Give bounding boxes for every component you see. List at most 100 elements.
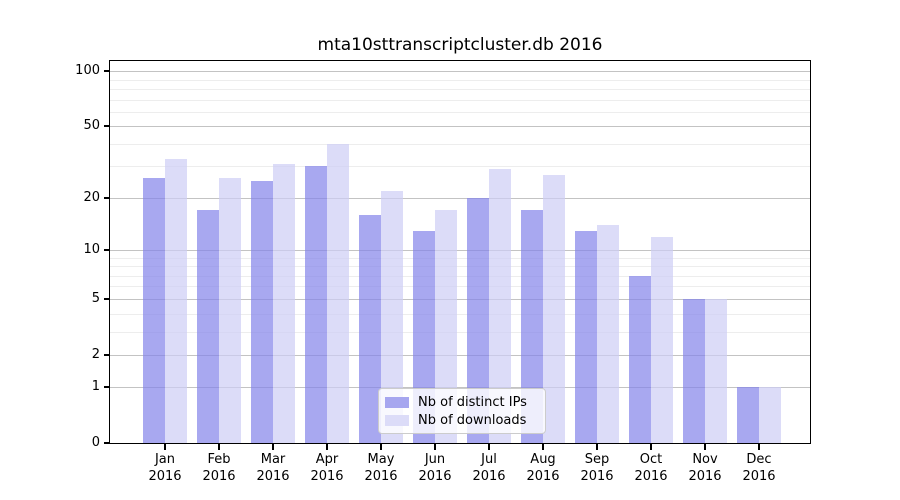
x-tick: [434, 444, 436, 450]
legend: Nb of distinct IPs Nb of downloads: [378, 388, 546, 434]
y-tick-label: 0: [91, 435, 100, 451]
gridline-major: [110, 298, 810, 300]
x-tick-month: Dec: [746, 452, 772, 467]
gridline-minor: [110, 331, 810, 333]
chart-title: mta10sttranscriptcluster.db 2016: [317, 35, 603, 55]
bar-downloads-aug: [543, 174, 565, 443]
bar-downloads-feb: [219, 177, 241, 443]
x-tick-month: Nov: [692, 452, 718, 467]
x-tick-label: Mar 2016: [241, 451, 305, 485]
x-tick-month: Jun: [424, 452, 446, 467]
bar-downloads-oct: [651, 236, 673, 443]
bar-downloads-dec: [759, 387, 781, 443]
x-tick: [164, 444, 166, 450]
y-tick-label: 20: [83, 189, 100, 205]
bar-downloads-apr: [327, 143, 349, 443]
legend-swatch-distinct-ips: [385, 396, 409, 408]
y-tick-label: 100: [75, 63, 100, 79]
x-tick-month: Mar: [260, 452, 286, 467]
x-tick-month: Oct: [639, 452, 663, 467]
x-tick: [758, 444, 760, 450]
y-tick: [104, 196, 110, 199]
gridline-major: [110, 387, 810, 389]
x-tick-label: Jun 2016: [403, 451, 467, 485]
gridline-minor: [110, 275, 810, 277]
gridline-major: [110, 354, 810, 356]
y-tick: [104, 125, 110, 128]
y-tick: [104, 297, 110, 300]
bar-distinct-ips-mar: [251, 180, 273, 443]
x-tick-label: Apr 2016: [295, 451, 359, 485]
bar-distinct-ips-jul: [467, 197, 489, 443]
x-tick-month: Apr: [315, 452, 339, 467]
gridline-major: [110, 126, 810, 128]
x-tick-year: 2016: [742, 469, 776, 484]
bar-distinct-ips-sep: [575, 230, 597, 443]
x-tick-label: Jan 2016: [133, 451, 197, 485]
bar-distinct-ips-oct: [629, 275, 651, 443]
gridline-minor: [110, 111, 810, 113]
x-tick-month: Feb: [207, 452, 231, 467]
gridline-minor: [110, 266, 810, 268]
x-tick-month: May: [367, 452, 395, 467]
y-tick-label: 2: [91, 346, 100, 362]
plot-area: [109, 60, 811, 444]
gridline-minor: [110, 166, 810, 168]
bar-distinct-ips-apr: [305, 166, 327, 443]
x-tick: [272, 444, 274, 450]
bar-downloads-may: [381, 190, 403, 443]
x-tick-year: 2016: [472, 469, 506, 484]
x-tick-label: May 2016: [349, 451, 413, 485]
legend-row-distinct-ips: Nb of distinct IPs: [385, 395, 539, 410]
x-tick-year: 2016: [418, 469, 452, 484]
x-tick-label: Oct 2016: [619, 451, 683, 485]
legend-label-downloads: Nb of downloads: [418, 412, 527, 428]
bar-distinct-ips-feb: [197, 210, 219, 443]
x-tick-year: 2016: [364, 469, 398, 484]
x-tick-year: 2016: [256, 469, 290, 484]
x-tick-label: Dec 2016: [727, 451, 791, 485]
gridline-minor: [110, 286, 810, 288]
bar-downloads-jun: [435, 210, 457, 443]
x-tick-year: 2016: [526, 469, 560, 484]
gridline-minor: [110, 143, 810, 145]
x-tick-year: 2016: [688, 469, 722, 484]
x-tick-label: Nov 2016: [673, 451, 737, 485]
x-tick-month: Jan: [154, 452, 176, 467]
x-tick: [704, 444, 706, 450]
gridline-minor: [110, 99, 810, 101]
gridline-major: [110, 197, 810, 199]
y-tick: [104, 70, 110, 73]
bar-downloads-jan: [165, 159, 187, 443]
bar-downloads-jul: [489, 169, 511, 443]
y-tick-label: 10: [83, 242, 100, 258]
gridline-major: [110, 71, 810, 73]
x-tick: [542, 444, 544, 450]
gridline-minor: [110, 313, 810, 315]
x-tick-month: Jul: [481, 452, 497, 467]
x-tick-month: Sep: [584, 452, 610, 467]
x-tick-label: Sep 2016: [565, 451, 629, 485]
y-tick-label: 5: [91, 290, 100, 306]
y-tick: [104, 353, 110, 356]
x-tick-year: 2016: [202, 469, 236, 484]
bar-distinct-ips-dec: [737, 387, 759, 443]
x-tick-year: 2016: [580, 469, 614, 484]
bar-downloads-nov: [705, 298, 727, 443]
x-tick-label: Jul 2016: [457, 451, 521, 485]
legend-label-distinct-ips: Nb of distinct IPs: [418, 394, 527, 410]
bar-distinct-ips-aug: [521, 210, 543, 443]
gridline-minor: [110, 89, 810, 91]
bar-distinct-ips-may: [359, 214, 381, 443]
x-tick-year: 2016: [634, 469, 668, 484]
x-tick-month: Aug: [530, 452, 556, 467]
x-tick: [218, 444, 220, 450]
x-tick-label: Feb 2016: [187, 451, 251, 485]
x-tick-label: Aug 2016: [511, 451, 575, 485]
x-tick: [596, 444, 598, 450]
y-tick: [104, 249, 110, 252]
x-tick-year: 2016: [148, 469, 182, 484]
x-tick: [326, 444, 328, 450]
y-tick-label: 50: [83, 118, 100, 134]
